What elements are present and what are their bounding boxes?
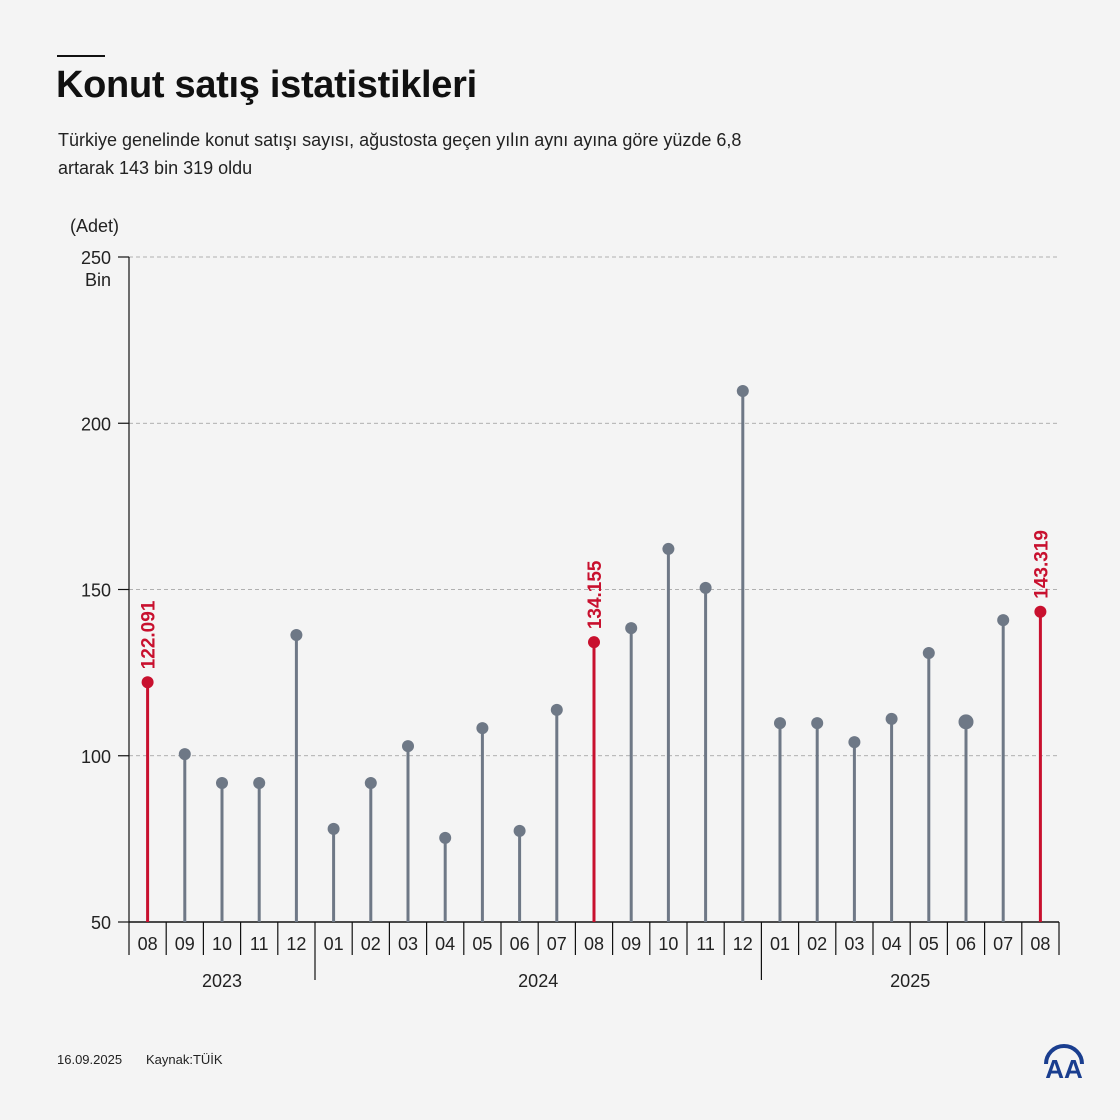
x-tick-label: 12 xyxy=(733,934,753,954)
x-tick-label: 05 xyxy=(919,934,939,954)
date: 16.09.2025 xyxy=(57,1052,123,1067)
lollipop-dot xyxy=(364,777,377,790)
y-tick-label: 150 xyxy=(81,581,111,601)
data-label: 122.091 xyxy=(139,600,160,669)
x-tick-label: 03 xyxy=(844,934,864,954)
x-tick-label: 11 xyxy=(696,934,715,954)
lollipop-dot xyxy=(736,384,749,397)
lollipop-dot xyxy=(439,831,452,844)
lollipop-dot xyxy=(588,636,600,649)
x-tick-label: 09 xyxy=(621,934,641,954)
y-tick-label: 200 xyxy=(81,414,111,434)
y-tick-label: 50 xyxy=(91,913,111,933)
lollipop-dot xyxy=(885,712,898,725)
lollipop-dot xyxy=(662,542,675,555)
lollipop-dot xyxy=(327,822,340,835)
year-label: 2024 xyxy=(518,971,558,991)
x-tick-label: 07 xyxy=(547,934,567,954)
lollipop-dot xyxy=(997,614,1010,627)
x-tick-label: 08 xyxy=(1030,934,1050,954)
lollipop-dot xyxy=(253,777,266,790)
y-tick-label: 100 xyxy=(81,747,111,767)
x-tick-label: 04 xyxy=(435,934,455,954)
y-tick-label: 250 xyxy=(81,248,111,268)
page-title: Konut satış istatistikleri xyxy=(56,64,477,106)
x-tick-label: 03 xyxy=(398,934,418,954)
x-tick-label: 05 xyxy=(472,934,492,954)
data-label: 134.155 xyxy=(585,560,606,629)
x-tick-label: 10 xyxy=(658,934,678,954)
aa-logo-text: AA xyxy=(1045,1054,1083,1084)
x-tick-label: 06 xyxy=(510,934,530,954)
x-tick-label: 04 xyxy=(882,934,902,954)
x-tick-label: 10 xyxy=(212,934,232,954)
lollipop-dot xyxy=(1034,605,1047,618)
lollipop-dot xyxy=(178,748,191,761)
lollipop-dot xyxy=(958,714,974,730)
lollipop-dot xyxy=(848,736,861,749)
title-rule xyxy=(57,55,105,57)
x-tick-label: 08 xyxy=(138,934,158,954)
x-tick-label: 08 xyxy=(584,934,604,954)
lollipop-dot xyxy=(625,622,638,635)
y-axis-unit: Bin xyxy=(85,270,111,290)
subtitle: Türkiye genelinde konut satışı sayısı, a… xyxy=(58,130,742,178)
year-label: 2023 xyxy=(202,971,242,991)
lollipop-dot xyxy=(774,717,786,730)
x-tick-label: 07 xyxy=(993,934,1013,954)
lollipop-dot xyxy=(699,581,712,594)
lollipop-dot xyxy=(141,676,154,689)
lollipop-dot xyxy=(550,703,563,716)
x-tick-label: 12 xyxy=(286,934,306,954)
x-tick-label: 02 xyxy=(361,934,381,954)
lollipop-dot xyxy=(476,722,489,735)
x-tick-label: 11 xyxy=(250,934,269,954)
data-label: 143.319 xyxy=(1031,530,1052,599)
x-tick-label: 02 xyxy=(807,934,827,954)
source: Kaynak:TÜİK xyxy=(146,1052,223,1067)
x-tick-label: 06 xyxy=(956,934,976,954)
lollipop-dot xyxy=(290,629,303,642)
lollipop-dot xyxy=(216,777,228,790)
lollipop-dot xyxy=(402,740,414,753)
x-tick-label: 01 xyxy=(324,934,344,954)
aa-logo: AA xyxy=(1044,1044,1084,1084)
lollipop-dot xyxy=(811,717,824,730)
lollipop-dot xyxy=(513,824,526,837)
year-label: 2025 xyxy=(890,971,930,991)
y-axis-label: (Adet) xyxy=(70,216,119,236)
x-tick-label: 09 xyxy=(175,934,195,954)
lollipop-dot xyxy=(922,647,935,660)
x-tick-label: 01 xyxy=(770,934,790,954)
